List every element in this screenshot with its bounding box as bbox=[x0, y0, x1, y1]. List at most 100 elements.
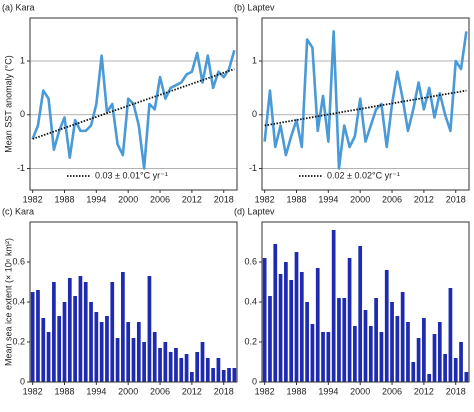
x-tick-label: 2006 bbox=[150, 194, 170, 204]
bar bbox=[331, 230, 336, 382]
bar bbox=[105, 316, 109, 382]
bar bbox=[262, 258, 267, 382]
bar bbox=[305, 302, 309, 382]
bar bbox=[89, 302, 93, 382]
bar bbox=[406, 322, 410, 382]
bar bbox=[464, 372, 469, 382]
bar bbox=[163, 342, 168, 382]
panel-title: (b) Laptev bbox=[234, 2, 275, 12]
x-tick-label: 2006 bbox=[150, 386, 170, 396]
bar bbox=[289, 280, 294, 382]
bar bbox=[411, 362, 416, 382]
annotation: 0.02 ± 0.02°C yr⁻¹ bbox=[327, 170, 400, 180]
bar bbox=[321, 332, 325, 382]
x-tick-label: 2006 bbox=[382, 194, 402, 204]
bar bbox=[41, 318, 46, 382]
bar bbox=[273, 244, 278, 382]
bar bbox=[30, 292, 35, 382]
bar bbox=[294, 252, 299, 382]
bar bbox=[459, 342, 463, 382]
bar bbox=[36, 290, 40, 382]
bar bbox=[110, 282, 115, 382]
plot-frame bbox=[29, 221, 238, 383]
bar bbox=[131, 338, 136, 382]
bar bbox=[384, 270, 389, 382]
bar bbox=[126, 322, 131, 382]
bar bbox=[278, 274, 283, 382]
x-tick-label: 1988 bbox=[54, 194, 74, 204]
x-tick-label: 2012 bbox=[414, 386, 434, 396]
x-tick-label: 1988 bbox=[54, 386, 74, 396]
x-tick-label: 1982 bbox=[23, 386, 43, 396]
x-tick-label: 2018 bbox=[214, 386, 234, 396]
plot-frame bbox=[29, 17, 238, 191]
bar bbox=[147, 276, 152, 382]
y-tick-label: 0.6 bbox=[244, 256, 257, 266]
bar bbox=[437, 322, 442, 382]
bar bbox=[46, 332, 51, 382]
bar bbox=[443, 354, 447, 382]
trend-line bbox=[32, 68, 235, 140]
x-tick-label: 2012 bbox=[182, 386, 202, 396]
bar bbox=[67, 278, 72, 382]
bar bbox=[78, 276, 83, 382]
x-tick-label: 1982 bbox=[255, 194, 275, 204]
bar bbox=[358, 246, 363, 382]
bar bbox=[195, 352, 200, 382]
plot-frame bbox=[261, 17, 470, 191]
bar bbox=[142, 342, 146, 382]
y-tick-label: 0 bbox=[20, 109, 25, 119]
bar bbox=[136, 322, 141, 382]
bar bbox=[216, 358, 221, 382]
bar bbox=[453, 358, 458, 382]
y-tick-label: 0 bbox=[252, 109, 257, 119]
bar bbox=[432, 334, 437, 382]
bar bbox=[200, 342, 205, 382]
x-tick-label: 2006 bbox=[382, 386, 402, 396]
bar bbox=[337, 298, 341, 382]
bar bbox=[427, 374, 432, 382]
bar bbox=[379, 332, 384, 382]
annotation: 0.03 ± 0.01°C yr⁻¹ bbox=[95, 170, 168, 180]
bar bbox=[400, 292, 405, 382]
y-tick-label: 1 bbox=[252, 55, 257, 65]
bar bbox=[395, 316, 400, 382]
x-tick-label: 1994 bbox=[318, 194, 338, 204]
y-tick-label: 0 bbox=[252, 376, 257, 386]
bar bbox=[232, 368, 237, 382]
bar bbox=[363, 310, 368, 382]
bar bbox=[390, 302, 394, 382]
x-tick-label: 1994 bbox=[86, 386, 106, 396]
y-axis-label: Mean SST anomaly (°C) bbox=[3, 55, 13, 152]
y-tick-label: -1 bbox=[249, 163, 257, 173]
x-tick-label: 2000 bbox=[118, 194, 138, 204]
bar bbox=[57, 316, 62, 382]
bar bbox=[268, 296, 272, 382]
bar bbox=[158, 348, 162, 382]
x-tick-label: 2000 bbox=[350, 386, 370, 396]
bar bbox=[310, 324, 315, 382]
x-tick-label: 1994 bbox=[318, 386, 338, 396]
bar bbox=[190, 372, 194, 382]
x-tick-label: 1982 bbox=[255, 386, 275, 396]
bar bbox=[83, 282, 88, 382]
bar bbox=[374, 298, 378, 382]
y-tick-label: -1 bbox=[17, 163, 25, 173]
bar bbox=[121, 272, 125, 382]
x-tick-label: 2018 bbox=[214, 194, 234, 204]
bar bbox=[211, 368, 215, 382]
y-tick-label: 0.2 bbox=[12, 336, 25, 346]
y-tick-label: 0 bbox=[20, 376, 25, 386]
bar bbox=[205, 358, 210, 382]
plot-frame bbox=[261, 221, 470, 383]
x-tick-label: 2018 bbox=[446, 194, 466, 204]
y-tick-label: 0.4 bbox=[244, 296, 257, 306]
panel-title: (d) Laptev bbox=[234, 206, 275, 216]
y-tick-label: 0.4 bbox=[12, 296, 25, 306]
bar bbox=[221, 370, 226, 382]
bar bbox=[115, 338, 120, 382]
bar bbox=[62, 302, 67, 382]
bar bbox=[52, 282, 56, 382]
x-tick-label: 1982 bbox=[23, 194, 43, 204]
